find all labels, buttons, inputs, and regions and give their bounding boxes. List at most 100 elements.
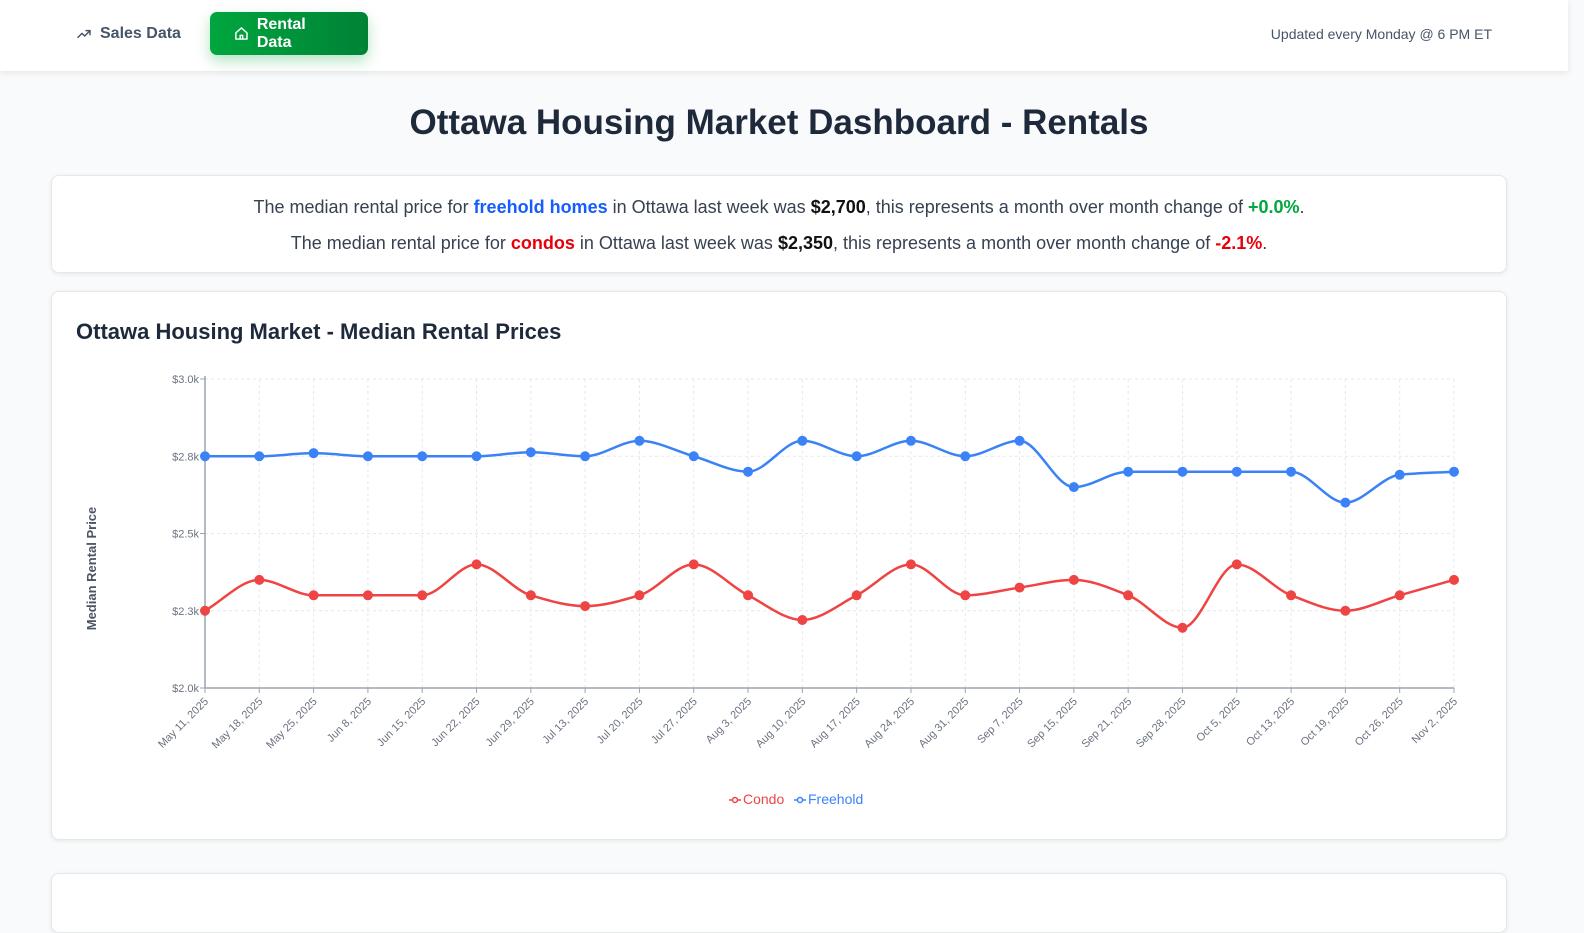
legend-marker-icon: [796, 796, 804, 804]
update-schedule: Updated every Monday @ 6 PM ET: [1270, 26, 1492, 42]
point-condo: [362, 590, 373, 601]
text: The median rental price for: [290, 233, 511, 253]
x-tick-label: Jul 27, 2025: [649, 696, 700, 747]
point-freehold: [525, 447, 536, 458]
x-tick-label: Jun 8, 2025: [325, 696, 374, 745]
x-tick-label: Jul 20, 2025: [595, 696, 646, 747]
tab-sales-data[interactable]: Sales Data: [52, 12, 205, 55]
point-condo: [1449, 574, 1459, 585]
x-tick-label: Sep 28, 2025: [1134, 696, 1189, 751]
text: .: [1262, 233, 1268, 253]
y-axis-label: Median Rental Price: [84, 507, 99, 631]
point-condo: [960, 590, 971, 601]
point-condo: [525, 590, 536, 601]
point-freehold: [1231, 466, 1242, 477]
chart-title: Ottawa Housing Market - Median Rental Pr…: [76, 319, 562, 344]
y-tick-label: $3.0k: [172, 374, 199, 386]
x-tick-label: Jun 29, 2025: [483, 696, 536, 749]
point-freehold: [580, 451, 591, 462]
y-tick-label: $2.3k: [172, 606, 199, 618]
y-tick-label: $2.5k: [172, 529, 199, 541]
point-freehold: [1286, 466, 1297, 477]
point-freehold: [200, 451, 210, 462]
point-condo: [308, 590, 319, 601]
home-icon: [235, 27, 248, 40]
summary-card: The median rental price for freehold hom…: [51, 175, 1507, 273]
point-freehold: [1449, 466, 1459, 477]
tab-label: Sales Data: [100, 24, 181, 42]
point-freehold: [743, 466, 754, 477]
text: in Ottawa last week was: [607, 197, 811, 217]
point-freehold: [960, 451, 971, 462]
text: , this represents a month over month cha…: [833, 233, 1216, 253]
point-freehold: [634, 435, 645, 446]
point-condo: [1394, 590, 1405, 601]
point-freehold: [362, 451, 373, 462]
point-freehold: [851, 451, 862, 462]
legend-label: Freehold: [808, 791, 863, 807]
condo-change: -2.1%: [1215, 233, 1263, 253]
condo-label: condos: [510, 233, 575, 253]
x-tick-label: Sep 7, 2025: [975, 696, 1025, 746]
page-title: Ottawa Housing Market Dashboard - Rental…: [409, 103, 1149, 142]
text: The median rental price for: [253, 197, 474, 217]
point-condo: [1068, 574, 1079, 585]
point-condo: [1340, 605, 1351, 616]
point-condo: [580, 601, 591, 612]
x-tick-label: Aug 17, 2025: [808, 696, 863, 751]
point-freehold: [254, 451, 265, 462]
point-condo: [471, 559, 482, 570]
x-tick-label: Aug 31, 2025: [917, 696, 972, 751]
x-tick-label: Jun 22, 2025: [429, 696, 482, 749]
legend-item-condo: Condo: [729, 791, 784, 807]
chart-card: Ottawa Housing Market - Median Rental Pr…: [51, 291, 1507, 840]
legend-marker-icon: [731, 796, 739, 804]
freehold-summary: The median rental price for freehold hom…: [52, 189, 1506, 225]
tab-label: Rental Data: [256, 15, 306, 51]
point-condo: [200, 605, 210, 616]
tab-rental-data[interactable]: Rental Data: [210, 12, 368, 55]
x-tick-label: Sep 21, 2025: [1080, 696, 1135, 751]
top-nav: Sales Data Rental Data Updated every Mon…: [0, 0, 1568, 71]
line-freehold: [205, 439, 1455, 504]
text: in Ottawa last week was: [574, 233, 778, 253]
point-freehold: [1177, 466, 1188, 477]
condo-price: $2,350: [777, 233, 833, 253]
freehold-change: +0.0%: [1247, 197, 1300, 217]
point-freehold: [471, 451, 482, 462]
trending-up-icon: [77, 29, 91, 38]
point-condo: [1286, 590, 1297, 601]
point-condo: [1014, 582, 1025, 593]
x-tick-label: May 25, 2025: [264, 696, 320, 752]
x-tick-label: Oct 26, 2025: [1353, 696, 1406, 749]
condo-summary: The median rental price for condos in Ot…: [52, 225, 1506, 261]
text: , this represents a month over month cha…: [865, 197, 1248, 217]
point-condo: [688, 559, 699, 570]
point-freehold: [1014, 435, 1025, 446]
y-tick-label: $2.8k: [172, 451, 199, 463]
text: .: [1299, 197, 1305, 217]
point-condo: [743, 590, 754, 601]
x-tick-label: Jun 15, 2025: [375, 696, 428, 749]
x-tick-label: Aug 3, 2025: [704, 696, 754, 746]
legend-label: Condo: [743, 791, 784, 807]
point-condo: [905, 559, 916, 570]
point-condo: [1231, 559, 1242, 570]
point-freehold: [1123, 466, 1134, 477]
point-freehold: [905, 435, 916, 446]
point-freehold: [688, 451, 699, 462]
x-tick-label: Sep 15, 2025: [1025, 696, 1080, 751]
y-tick-label: $2.0k: [172, 683, 199, 695]
point-freehold: [308, 448, 319, 459]
point-condo: [254, 574, 265, 585]
series-freehold: [200, 435, 1459, 508]
legend-item-freehold: Freehold: [794, 791, 863, 807]
point-condo: [1177, 622, 1188, 633]
x-tick-label: Aug 24, 2025: [862, 696, 917, 751]
point-condo: [1123, 590, 1134, 601]
x-tick-label: Oct 5, 2025: [1194, 696, 1243, 745]
freehold-price: $2,700: [810, 197, 866, 217]
line-condo: [204, 563, 1455, 629]
x-tick-label: Oct 13, 2025: [1244, 696, 1297, 749]
point-freehold: [1340, 497, 1351, 508]
